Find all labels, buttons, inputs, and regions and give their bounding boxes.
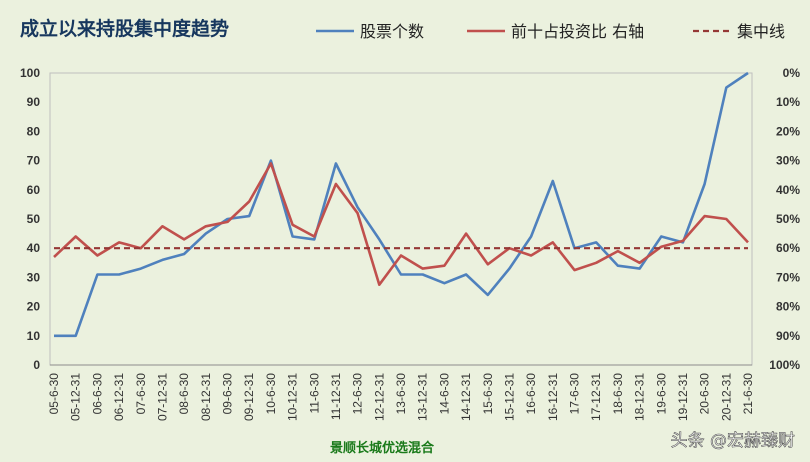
right-tick-label: 60%: [776, 241, 800, 255]
x-tick-label: 09-12-31: [242, 373, 256, 421]
left-tick-label: 0: [33, 358, 40, 372]
x-tick-label: 13-12-31: [416, 373, 430, 421]
plot-area: [49, 71, 753, 366]
right-tick-label: 100%: [769, 358, 800, 372]
left-tick-label: 80: [27, 124, 41, 138]
x-tick-label: 15-12-31: [502, 373, 516, 421]
series-line-1: [53, 162, 749, 287]
x-tick-label: 20-12-31: [719, 373, 733, 421]
left-tick-label: 50: [27, 212, 41, 226]
x-tick-label: 17-6-30: [568, 373, 582, 415]
right-tick-label: 10%: [776, 95, 800, 109]
left-tick-label: 10: [27, 329, 41, 343]
series-line-0: [54, 71, 749, 338]
left-tick-label: 100: [20, 66, 40, 80]
x-tick-label: 06-6-30: [90, 373, 104, 415]
x-tick-label: 11-12-31: [329, 373, 343, 420]
x-tick-label: 07-6-30: [134, 373, 148, 415]
right-tick-label: 0%: [783, 66, 801, 80]
x-tick-label: 08-12-31: [199, 373, 213, 421]
x-tick-label: 20-6-30: [698, 373, 712, 415]
x-tick-label: 18-6-30: [611, 373, 625, 415]
x-tick-label: 21-6-30: [741, 373, 755, 415]
legend-label-2: 集中线: [737, 22, 785, 41]
x-tick-label: 16-6-30: [524, 373, 538, 415]
right-tick-label: 80%: [776, 300, 800, 314]
left-tick-label: 40: [27, 241, 41, 255]
x-tick-label: 19-12-31: [676, 373, 690, 421]
x-tick-label: 16-12-31: [546, 373, 560, 421]
x-tick-label: 17-12-31: [589, 373, 603, 421]
fund-name-caption: 景顺长城优选混合: [330, 440, 435, 456]
x-tick-label: 18-12-31: [633, 373, 647, 421]
x-tick-label: 11-6-30: [307, 373, 321, 414]
x-tick-label: 06-12-31: [112, 373, 126, 421]
x-tick-label: 13-6-30: [394, 373, 408, 415]
x-tick-label: 08-6-30: [177, 373, 191, 415]
chart-title: 成立以来持股集中度趋势: [20, 17, 229, 40]
left-tick-label: 70: [27, 154, 41, 168]
left-tick-label: 30: [27, 270, 41, 284]
left-tick-label: 20: [27, 300, 41, 314]
x-tick-label: 10-12-31: [286, 373, 300, 421]
x-axis-ticks: 05-6-30 05-12-31 06-6-30 06-12-31 07-6-30 07-…: [47, 373, 755, 421]
legend-label-1: 前十占投资比 右轴: [511, 22, 644, 41]
right-tick-label: 90%: [776, 329, 800, 343]
x-tick-label: 15-6-30: [481, 373, 495, 415]
x-tick-label: 12-6-30: [351, 373, 365, 415]
right-tick-label: 70%: [776, 270, 800, 284]
right-tick-label: 50%: [776, 212, 800, 226]
right-axis-ticks: 0% 10% 20% 30% 40% 50% 60% 70% 80% 90% 100%: [769, 66, 800, 372]
legend-label-0: 股票个数: [360, 22, 424, 41]
left-tick-label: 90: [27, 95, 41, 109]
x-tick-label: 07-12-31: [155, 373, 169, 421]
x-tick-label: 14-6-30: [437, 373, 451, 415]
legend: 股票个数 前十占投资比 右轴 集中线: [316, 22, 785, 41]
x-tick-label: 14-12-31: [459, 373, 473, 421]
x-tick-label: 19-6-30: [654, 373, 668, 415]
plot-frame: [49, 72, 753, 366]
x-tick-label: 12-12-31: [372, 373, 386, 421]
left-axis-ticks: 0 10 20 30 40 50 60 70 80 90 100: [20, 66, 40, 372]
x-tick-label: 05-6-30: [47, 373, 61, 415]
right-tick-label: 40%: [776, 183, 800, 197]
x-tick-label: 10-6-30: [264, 373, 278, 415]
right-tick-label: 20%: [776, 124, 800, 138]
x-tick-label: 05-12-31: [69, 373, 83, 421]
watermark: 头条 @宏赫臻财: [671, 431, 795, 451]
left-tick-label: 60: [27, 183, 41, 197]
right-tick-label: 30%: [776, 154, 800, 168]
x-tick-label: 09-6-30: [221, 373, 235, 415]
